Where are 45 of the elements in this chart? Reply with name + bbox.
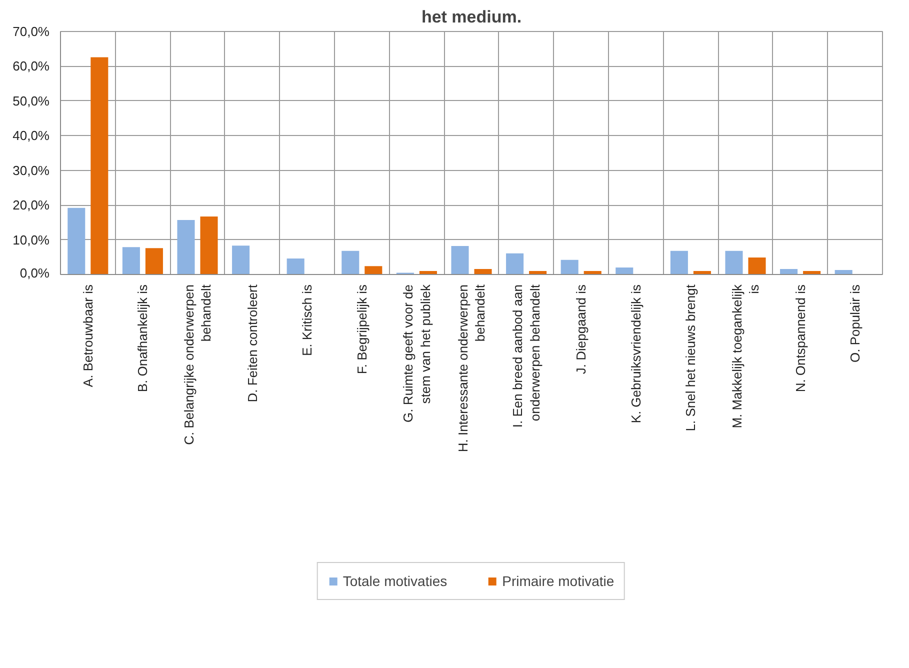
x-tick-label: C. Belangrijke onderwerpen behandelt <box>181 284 214 445</box>
y-tick-label: 60,0% <box>12 58 50 74</box>
x-tick-label: A. Betrouwbaar is <box>80 284 96 388</box>
bar <box>748 257 766 274</box>
y-tick-label: 40,0% <box>12 128 50 144</box>
bar <box>145 248 163 274</box>
bar <box>451 246 469 274</box>
bar <box>560 260 578 274</box>
y-tick-label: 50,0% <box>12 93 50 108</box>
bar <box>177 220 195 274</box>
y-tick-label: 10,0% <box>12 232 50 248</box>
y-tick-label: 30,0% <box>12 162 50 178</box>
x-tick-label: K. Gebruiksvriendelijk is <box>628 284 644 424</box>
bar <box>232 246 250 274</box>
x-tick-label: O. Populair is <box>848 284 863 363</box>
x-tick-label: F. Begrijpelijk is <box>354 284 370 374</box>
x-tick-label: B. Onafhankelijk is <box>135 284 150 392</box>
bar <box>725 250 743 274</box>
bar <box>670 250 688 274</box>
legend-label: Primaire motivatie <box>502 573 614 589</box>
x-tick-label: N. Ontspannend is <box>792 284 808 392</box>
x-tick-label: D. Feiten controleert <box>244 284 260 402</box>
x-tick-label: I. Een breed aanbod aan onderwerpen behandelt <box>510 284 542 428</box>
x-tick-label: M. Makkelijk toegankelijk is <box>729 284 762 428</box>
bar <box>474 268 492 274</box>
bar <box>90 57 108 274</box>
chart-title: het medium. <box>421 8 522 26</box>
bar <box>342 250 360 274</box>
bar <box>506 253 524 274</box>
y-tick-label: 0,0% <box>20 266 50 280</box>
x-tick-label: L. Snel het nieuws brengt <box>683 284 698 432</box>
bar <box>286 258 304 274</box>
legend-label: Totale motivaties <box>342 573 448 589</box>
y-tick-label: 70,0% <box>12 24 50 39</box>
bar <box>616 268 634 274</box>
y-tick-label: 20,0% <box>12 198 50 213</box>
x-tick-label: G. Ruimte geeft voor de stem van het publiek <box>400 284 433 423</box>
bar <box>200 216 218 274</box>
bar <box>780 268 798 274</box>
bar <box>122 247 140 274</box>
x-tick-label: H. Interessante onderwerpen behandelt <box>455 284 488 452</box>
x-tick-label: E. Kritisch is <box>300 284 315 356</box>
x-tick-label: J. Diepgaand is <box>574 284 589 374</box>
bar <box>364 266 382 274</box>
bar <box>68 208 86 274</box>
